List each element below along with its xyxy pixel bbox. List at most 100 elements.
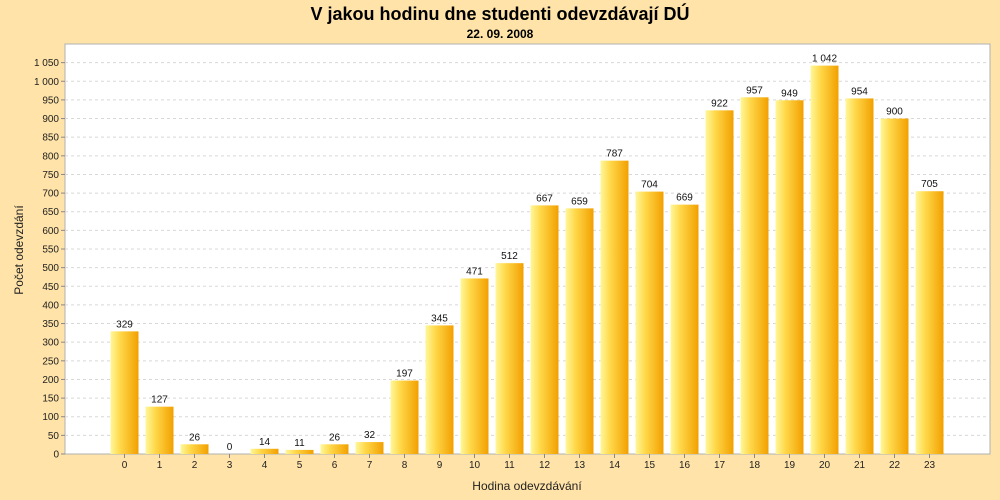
y-tick-label: 950 [42, 95, 59, 106]
bar [705, 110, 734, 454]
y-tick-label: 150 [42, 394, 59, 405]
bar [775, 100, 804, 455]
data-label: 26 [189, 432, 201, 443]
bar [880, 118, 909, 454]
x-tick-label: 22 [889, 460, 901, 471]
x-tick-label: 6 [332, 460, 338, 471]
data-label: 669 [676, 193, 693, 204]
bar [390, 380, 419, 454]
y-tick-label: 800 [42, 151, 59, 162]
x-tick-label: 11 [504, 460, 515, 471]
y-tick-label: 1 000 [34, 77, 59, 88]
data-label: 329 [116, 319, 133, 330]
y-tick-label: 700 [42, 189, 59, 200]
bar [355, 442, 384, 454]
y-tick-label: 1 050 [34, 58, 59, 69]
bar [285, 449, 314, 454]
x-tick-label: 14 [609, 460, 621, 471]
bar [915, 191, 944, 454]
y-tick-label: 750 [42, 170, 59, 181]
data-label: 0 [227, 442, 233, 453]
bar [460, 278, 489, 454]
chart-title: V jakou hodinu dne studenti odevzdávají … [310, 4, 690, 24]
y-axis-ticks: 0 50 100 150 200 250 300 350 400 450 500 550 600 650 7… [34, 58, 65, 461]
bar [565, 208, 594, 454]
y-tick-label: 450 [42, 282, 59, 293]
x-tick-label: 12 [539, 460, 551, 471]
x-tick-label: 17 [714, 460, 726, 471]
bar [320, 444, 349, 454]
data-label: 667 [536, 193, 553, 204]
x-tick-label: 18 [749, 460, 761, 471]
bar [425, 325, 454, 454]
x-axis-title: Hodina odevzdávání [472, 479, 582, 493]
x-tick-label: 1 [157, 460, 163, 471]
y-tick-label: 850 [42, 133, 59, 144]
data-labels: 329 127 26 0 14 11 26 32 197 345 471 512 667 659 787 70… [116, 54, 938, 453]
x-tick-label: 20 [819, 460, 831, 471]
x-tick-label: 9 [437, 460, 443, 471]
bar [845, 98, 874, 454]
x-tick-label: 13 [574, 460, 586, 471]
bars [110, 65, 944, 455]
bar [110, 331, 139, 454]
x-tick-label: 8 [402, 460, 408, 471]
x-tick-label: 16 [679, 460, 691, 471]
y-tick-label: 400 [42, 300, 59, 311]
y-tick-label: 550 [42, 245, 59, 256]
y-tick-label: 250 [42, 356, 59, 367]
data-label: 922 [711, 98, 728, 109]
x-tick-label: 21 [854, 460, 866, 471]
data-label: 1 042 [812, 54, 837, 65]
data-label: 704 [641, 180, 658, 191]
data-label: 345 [431, 313, 448, 324]
x-tick-label: 23 [924, 460, 936, 471]
data-label: 949 [781, 88, 798, 99]
data-label: 14 [259, 437, 271, 448]
x-tick-label: 5 [297, 460, 303, 471]
x-tick-label: 10 [469, 460, 481, 471]
y-axis-title: Počet odevzdání [12, 205, 26, 295]
bar [810, 65, 839, 455]
data-label: 11 [294, 438, 305, 449]
bar [600, 160, 629, 454]
y-tick-label: 100 [42, 412, 59, 423]
bar [670, 204, 699, 454]
y-tick-label: 600 [42, 226, 59, 237]
x-tick-label: 0 [122, 460, 128, 471]
bar [180, 444, 209, 454]
data-label: 127 [151, 395, 168, 406]
bar [145, 406, 174, 454]
x-tick-label: 4 [262, 460, 268, 471]
bar [740, 97, 769, 455]
data-label: 705 [921, 179, 938, 190]
data-label: 659 [571, 196, 588, 207]
y-tick-label: 200 [42, 375, 59, 386]
bar [530, 205, 559, 454]
x-tick-label: 15 [644, 460, 656, 471]
data-label: 957 [746, 85, 763, 96]
data-label: 197 [396, 369, 413, 380]
chart-subtitle: 22. 09. 2008 [466, 27, 534, 41]
data-label: 26 [329, 432, 341, 443]
y-tick-label: 300 [42, 338, 59, 349]
bar [495, 263, 524, 454]
x-tick-label: 3 [227, 460, 233, 471]
bar [250, 448, 279, 454]
y-tick-label: 350 [42, 319, 59, 330]
data-label: 900 [886, 107, 903, 118]
data-label: 512 [501, 251, 518, 262]
y-tick-label: 0 [53, 450, 59, 461]
data-label: 954 [851, 86, 868, 97]
y-tick-label: 500 [42, 263, 59, 274]
y-tick-label: 650 [42, 207, 59, 218]
x-tick-label: 2 [192, 460, 198, 471]
data-label: 787 [606, 149, 623, 160]
data-label: 471 [466, 266, 483, 277]
data-label: 32 [364, 430, 376, 441]
x-tick-label: 19 [784, 460, 796, 471]
bar [635, 191, 664, 454]
x-axis-ticks: 0 1 2 3 4 5 6 7 8 9 10 11 12 13 14 15 16 17 18 19 20 21 22 23 [122, 454, 936, 471]
x-tick-label: 7 [367, 460, 373, 471]
